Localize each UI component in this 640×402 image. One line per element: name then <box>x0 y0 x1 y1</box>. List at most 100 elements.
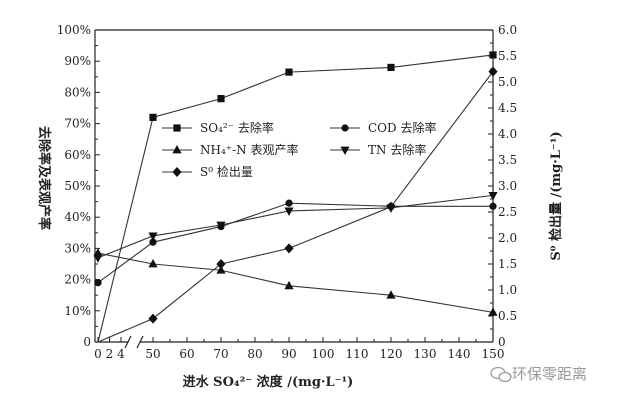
data-point <box>284 280 294 290</box>
series-line <box>97 252 494 313</box>
legend-item: S⁰ 检出量 <box>162 164 253 179</box>
data-point <box>488 66 498 77</box>
right-tick-label: 5.5 <box>498 49 517 63</box>
data-point <box>386 201 396 212</box>
data-point <box>149 238 157 246</box>
data-point <box>386 290 396 299</box>
x-axis-ticks: 0 2 4 50 60 70 80 90 100 110 120 130 140 150 <box>94 337 504 361</box>
series-1 <box>97 51 497 343</box>
right-tick-label: 1.0 <box>498 283 517 297</box>
right-tick-label: 3.5 <box>498 153 517 167</box>
series-group <box>93 51 498 343</box>
legend-item: SO₄²⁻ 去除率 <box>162 120 274 135</box>
data-point <box>285 199 293 207</box>
legend-label: TN 去除率 <box>368 142 426 157</box>
y-left-axis-title: 去除率及表观产率 <box>36 126 52 230</box>
series-line <box>97 71 494 343</box>
series-line <box>97 54 494 343</box>
left-tick-label: 10% <box>64 304 91 318</box>
legend-label: COD 去除率 <box>368 120 436 135</box>
legend-marker <box>172 145 182 154</box>
data-point <box>387 63 395 72</box>
right-tick-label: 1.5 <box>498 257 517 271</box>
x-tick-label: 60 <box>179 347 194 361</box>
left-tick-label: 50% <box>64 179 91 193</box>
series-3 <box>93 248 498 316</box>
data-point <box>488 191 498 201</box>
legend-item: TN 去除率 <box>330 142 426 157</box>
legend-label: NH₄⁺-N 表观产率 <box>200 142 298 157</box>
right-tick-label: 3.0 <box>498 179 517 193</box>
left-tick-label: 0 <box>83 335 91 349</box>
x-tick-label: 120 <box>380 347 403 361</box>
x-tick-label: 70 <box>213 347 228 361</box>
legend-label: SO₄²⁻ 去除率 <box>200 120 274 135</box>
left-tick-label: 100% <box>57 23 91 37</box>
right-tick-label: 4.0 <box>498 127 517 141</box>
series-line <box>97 202 493 284</box>
right-tick-label: 4.5 <box>498 101 517 115</box>
legend-marker <box>340 146 350 155</box>
data-point <box>489 202 497 210</box>
plot-frame <box>94 29 494 349</box>
data-point <box>148 232 158 241</box>
x-tick-label: 80 <box>247 347 262 361</box>
legend-item: NH₄⁺-N 表观产率 <box>162 142 298 157</box>
x-tick-label: 140 <box>448 347 471 361</box>
data-point <box>217 95 225 103</box>
data-point <box>216 221 226 230</box>
x-tick-label: 50 <box>145 347 160 361</box>
data-point <box>216 265 226 274</box>
axis-break-mark <box>124 335 132 349</box>
left-tick-label: 20% <box>64 273 91 287</box>
x-tick-label: 100 <box>312 347 335 361</box>
series-4 <box>93 191 498 263</box>
legend: SO₄²⁻ 去除率 COD 去除率 NH₄⁺-N 表观产率 TN 去除率 S⁰ 检出量 <box>162 120 436 179</box>
x-tick-label: 110 <box>346 347 369 361</box>
series-line <box>97 194 494 259</box>
left-tick-label: 80% <box>64 85 91 99</box>
right-tick-label: 6.0 <box>498 23 517 37</box>
legend-label: S⁰ 检出量 <box>200 164 253 179</box>
left-tick-label: 30% <box>64 241 91 255</box>
data-point <box>148 259 158 268</box>
x-tick-label: 4 <box>117 347 125 361</box>
x-tick-label: 150 <box>482 347 505 361</box>
right-axis-ticks: 0 0.5 1.0 1.5 2.0 2.5 3.0 3.5 4.0 4.5 5.0 5.5 6.0 <box>488 23 517 349</box>
right-tick-label: 5.0 <box>498 75 517 89</box>
data-point <box>93 254 103 263</box>
right-tick-label: 2.0 <box>498 231 517 245</box>
x-tick-label: 90 <box>281 347 296 361</box>
data-point <box>94 279 102 287</box>
data-point <box>284 243 294 254</box>
x-axis-title: 进水 SO₄²⁻ 浓度 /(mg·L⁻¹) <box>183 374 354 390</box>
data-point <box>489 51 497 59</box>
data-point <box>148 313 158 324</box>
axis-break-mark <box>136 335 144 349</box>
data-point <box>216 259 226 269</box>
legend-marker <box>172 167 182 177</box>
watermark-text: 环保零距离 <box>512 365 587 383</box>
left-tick-label: 60% <box>64 148 91 162</box>
right-tick-label: 0 <box>498 335 506 349</box>
series-2 <box>94 199 497 287</box>
left-tick-label: 90% <box>64 54 91 68</box>
watermark: 环保零距离 <box>490 365 587 383</box>
legend-marker <box>341 124 349 132</box>
data-point <box>285 68 293 76</box>
left-tick-label: 40% <box>64 210 91 224</box>
legend-item: COD 去除率 <box>330 120 436 135</box>
right-tick-label: 2.5 <box>498 205 517 219</box>
right-tick-label: 0.5 <box>498 309 517 323</box>
left-axis-ticks: 0 10% 20% 30% 40% 50% 60% 70% 80% 90% 100% <box>57 23 100 349</box>
data-point <box>149 113 157 121</box>
x-tick-label: 0 <box>94 347 102 361</box>
x-tick-label: 2 <box>106 347 114 361</box>
data-point <box>488 307 498 316</box>
y-right-axis-title: S⁰ 检出量 /(mg·L⁻¹) <box>548 131 564 260</box>
legend-marker <box>173 124 181 132</box>
data-point <box>284 207 294 216</box>
x-tick-label: 130 <box>414 347 437 361</box>
